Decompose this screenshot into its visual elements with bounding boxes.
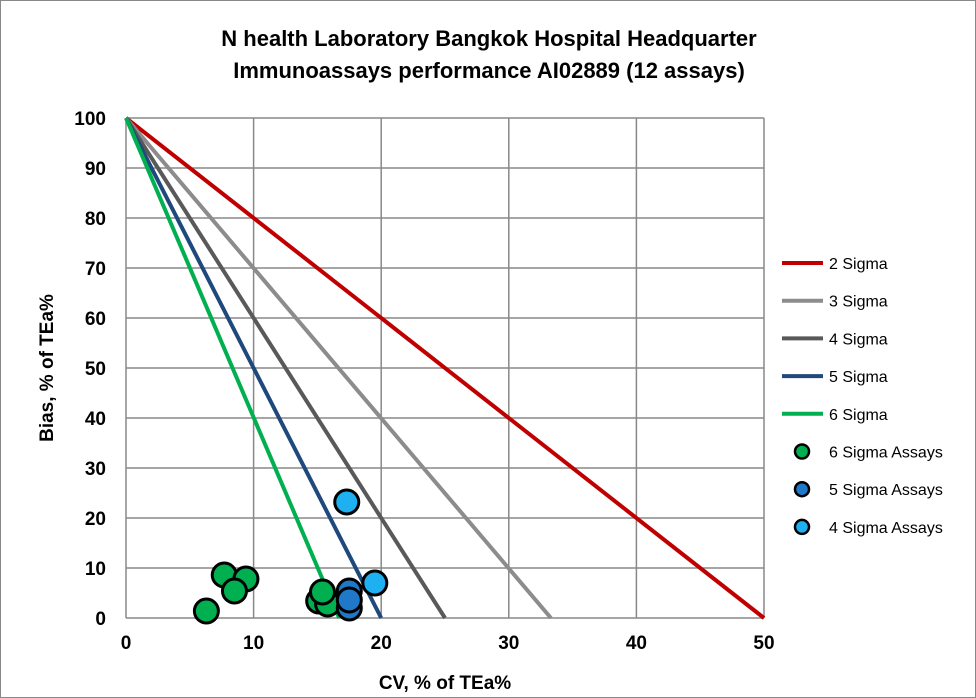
y-tick-label: 40 [85,409,106,430]
x-tick-label: 30 [498,633,519,654]
y-tick-label: 90 [85,159,106,180]
legend-label: 5 Sigma Assays [829,482,943,499]
x-tick-label: 40 [626,633,647,654]
y-tick-label: 0 [95,609,106,630]
data-point [192,597,220,625]
x-axis-label: CV, % of TEa% [379,673,511,694]
chart-title: Immunoassays performance AI02889 (12 ass… [233,58,745,83]
sigma-line [124,117,383,619]
y-tick-label: 70 [85,259,106,280]
chart-title: N health Laboratory Bangkok Hospital Hea… [221,26,757,51]
y-tick-label: 50 [85,359,106,380]
data-point [333,488,361,516]
legend-marker [793,443,811,460]
x-tick-label: 50 [753,633,774,654]
y-tick-label: 60 [85,309,106,330]
legend-label: 4 Sigma [829,331,888,348]
legend-marker [793,518,811,536]
y-tick-label: 20 [85,509,106,530]
legend-label: 4 Sigma Assays [829,520,943,537]
data-point [309,578,337,606]
y-axis-label: Bias, % of TEa% [37,294,58,442]
legend-label: 2 Sigma [829,256,888,273]
legend-label: 5 Sigma [829,369,888,386]
sigma-line [124,116,447,620]
y-tick-label: 80 [85,209,106,230]
y-tick-label: 10 [85,559,106,580]
y-tick-label: 100 [74,109,106,130]
sigma-line [124,116,766,620]
data-point [361,569,389,597]
data-point [335,586,363,614]
legend-label: 3 Sigma [829,294,888,311]
y-tick-label: 30 [85,459,106,480]
legend-label: 6 Sigma [829,407,888,424]
sigma-line [124,116,553,620]
x-tick-label: 10 [243,633,264,654]
data-point [220,577,248,605]
sigma-line [124,117,341,619]
x-tick-label: 0 [121,633,132,654]
legend-marker [793,480,811,498]
x-tick-label: 20 [371,633,392,654]
legend-label: 6 Sigma Assays [829,445,943,462]
